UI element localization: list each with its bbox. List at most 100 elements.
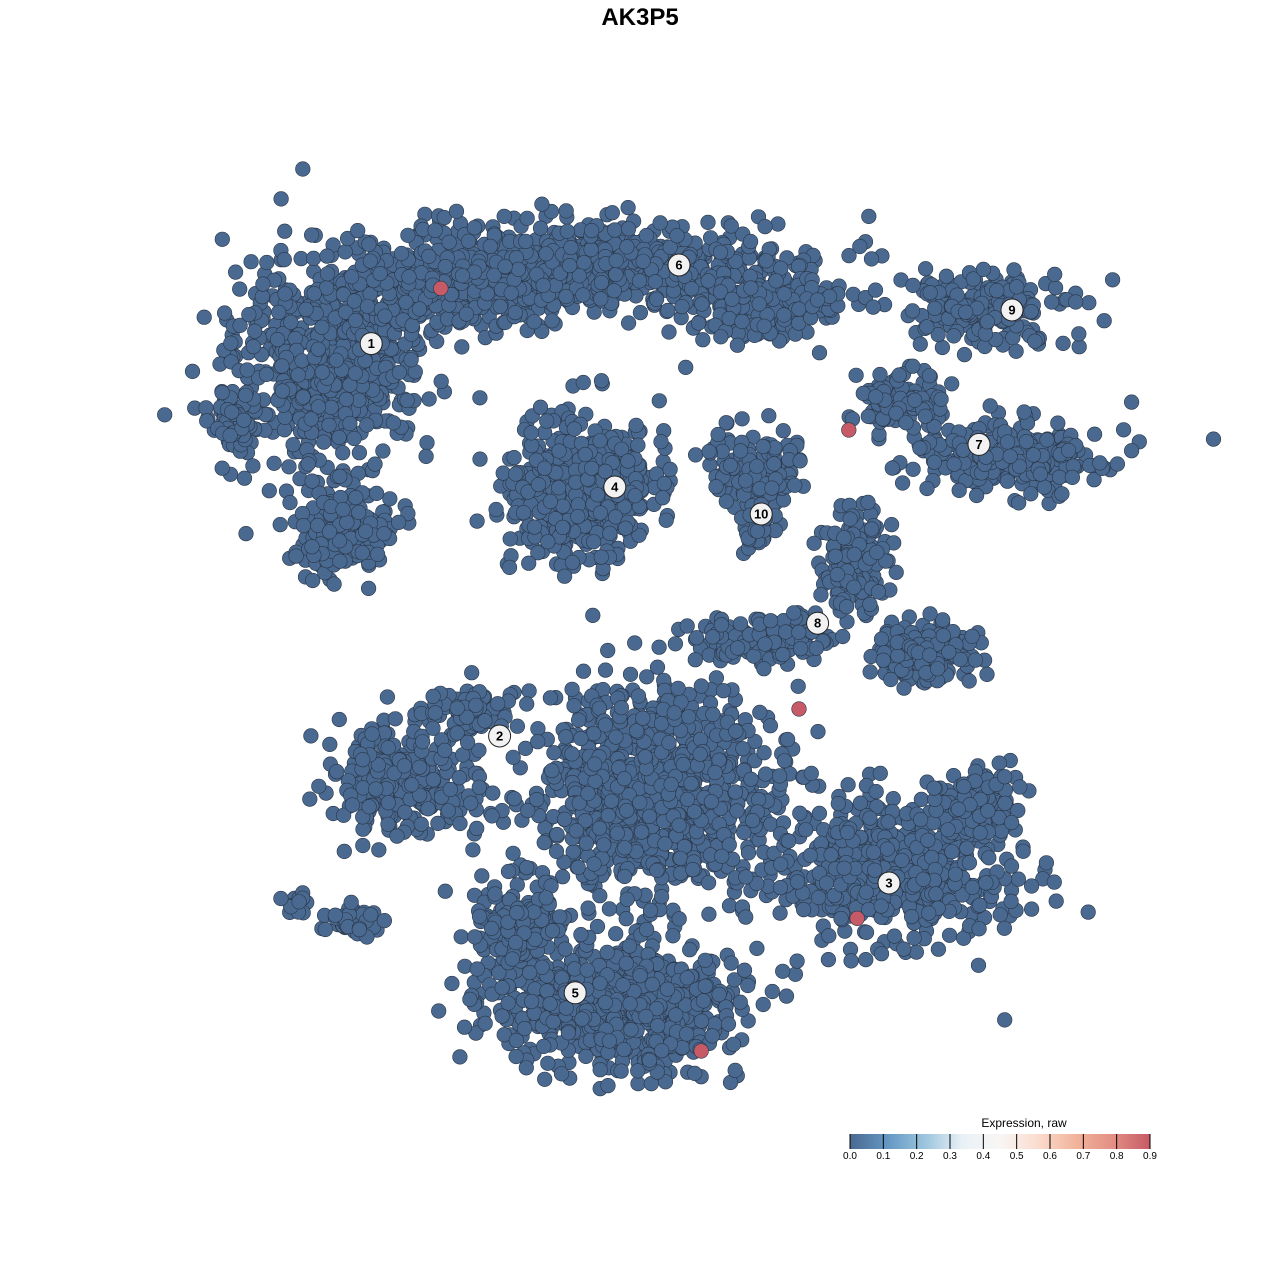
cell-point xyxy=(222,427,238,444)
cell-point xyxy=(1008,343,1024,359)
cell-point xyxy=(975,261,992,278)
cell-point xyxy=(332,553,348,569)
cell-point xyxy=(482,238,498,254)
cell-point xyxy=(860,494,876,511)
cell-point xyxy=(471,779,487,795)
cell-point xyxy=(363,907,379,923)
cell-point xyxy=(630,437,646,453)
cell-point xyxy=(247,323,263,339)
cell-point xyxy=(518,233,534,249)
cell-point xyxy=(648,291,665,307)
cell-point xyxy=(721,310,737,327)
cell-point xyxy=(515,504,532,521)
cell-point xyxy=(298,301,314,318)
cell-point xyxy=(372,266,388,282)
cell-point xyxy=(273,191,289,207)
cell-point xyxy=(401,269,417,285)
cell-point xyxy=(503,285,519,301)
cell-point xyxy=(617,520,634,536)
cell-point xyxy=(338,391,355,408)
cell-point xyxy=(232,317,248,334)
cell-point xyxy=(593,275,610,291)
cell-point xyxy=(576,255,592,271)
cell-point xyxy=(860,408,876,425)
cell-point xyxy=(723,218,739,234)
cell-point xyxy=(300,456,316,472)
cell-point xyxy=(564,554,581,571)
cell-point xyxy=(836,530,852,546)
cell-point xyxy=(1023,304,1039,320)
cell-point xyxy=(757,219,773,235)
cell-point xyxy=(355,751,371,768)
cell-point xyxy=(506,450,522,466)
cell-point xyxy=(245,339,261,355)
cell-point xyxy=(449,700,465,716)
cell-point xyxy=(827,548,844,564)
cell-point xyxy=(758,253,774,269)
cell-point xyxy=(1096,313,1112,329)
cell-point xyxy=(304,473,320,489)
cell-point xyxy=(184,363,201,380)
cell-point xyxy=(622,666,639,682)
cell-point xyxy=(1043,294,1060,310)
cell-point xyxy=(266,455,282,471)
cell-point xyxy=(196,309,212,325)
cell-point xyxy=(938,268,955,284)
cell-point xyxy=(1036,479,1052,495)
cell-point xyxy=(562,258,578,274)
cell-point xyxy=(288,548,304,564)
cell-point xyxy=(809,292,826,308)
cell-point xyxy=(846,579,862,595)
cell-point xyxy=(577,446,593,463)
cell-point xyxy=(852,238,868,255)
cell-point xyxy=(734,411,750,427)
cell-point xyxy=(255,276,271,292)
cell-point xyxy=(442,781,458,798)
cell-point xyxy=(228,264,244,280)
cell-point xyxy=(1086,426,1103,442)
cell-point xyxy=(656,476,672,492)
cell-point xyxy=(935,627,951,644)
cell-point xyxy=(277,286,293,302)
cell-point xyxy=(343,894,359,911)
cell-point xyxy=(485,785,501,801)
cell-point xyxy=(319,266,336,282)
cell-point xyxy=(999,473,1016,489)
cell-point xyxy=(368,781,384,797)
cell-point xyxy=(421,391,437,407)
cell-point xyxy=(713,617,730,633)
cell-point xyxy=(458,306,475,322)
cell-point xyxy=(1016,404,1032,420)
cell-point xyxy=(236,412,252,428)
cell-point xyxy=(989,283,1005,299)
cell-point xyxy=(367,456,383,472)
cell-point xyxy=(415,734,431,750)
cell-point xyxy=(770,216,786,232)
cell-point xyxy=(319,248,335,264)
cell-point xyxy=(274,383,291,399)
cell-point xyxy=(873,631,890,647)
cell-point xyxy=(273,890,289,907)
cell-point xyxy=(403,352,419,368)
cell-point xyxy=(502,531,518,547)
cell-point xyxy=(638,227,655,244)
cell-point xyxy=(376,526,392,542)
cell-point xyxy=(477,713,493,729)
cell-point xyxy=(295,161,311,177)
cell-point xyxy=(451,770,467,786)
cell-point xyxy=(306,286,322,302)
cell-point xyxy=(302,791,318,807)
cell-point xyxy=(674,299,690,315)
cell-point xyxy=(838,599,855,615)
cell-point xyxy=(291,894,307,910)
cell-point xyxy=(351,504,367,521)
cell-point xyxy=(346,430,362,447)
cell-point xyxy=(661,324,677,340)
cell-point xyxy=(269,332,286,348)
cell-point xyxy=(944,376,960,392)
cell-point xyxy=(619,239,635,255)
cell-point xyxy=(917,261,934,277)
cell-point xyxy=(792,453,808,469)
cell-point xyxy=(370,546,386,563)
cell-point xyxy=(575,287,591,303)
